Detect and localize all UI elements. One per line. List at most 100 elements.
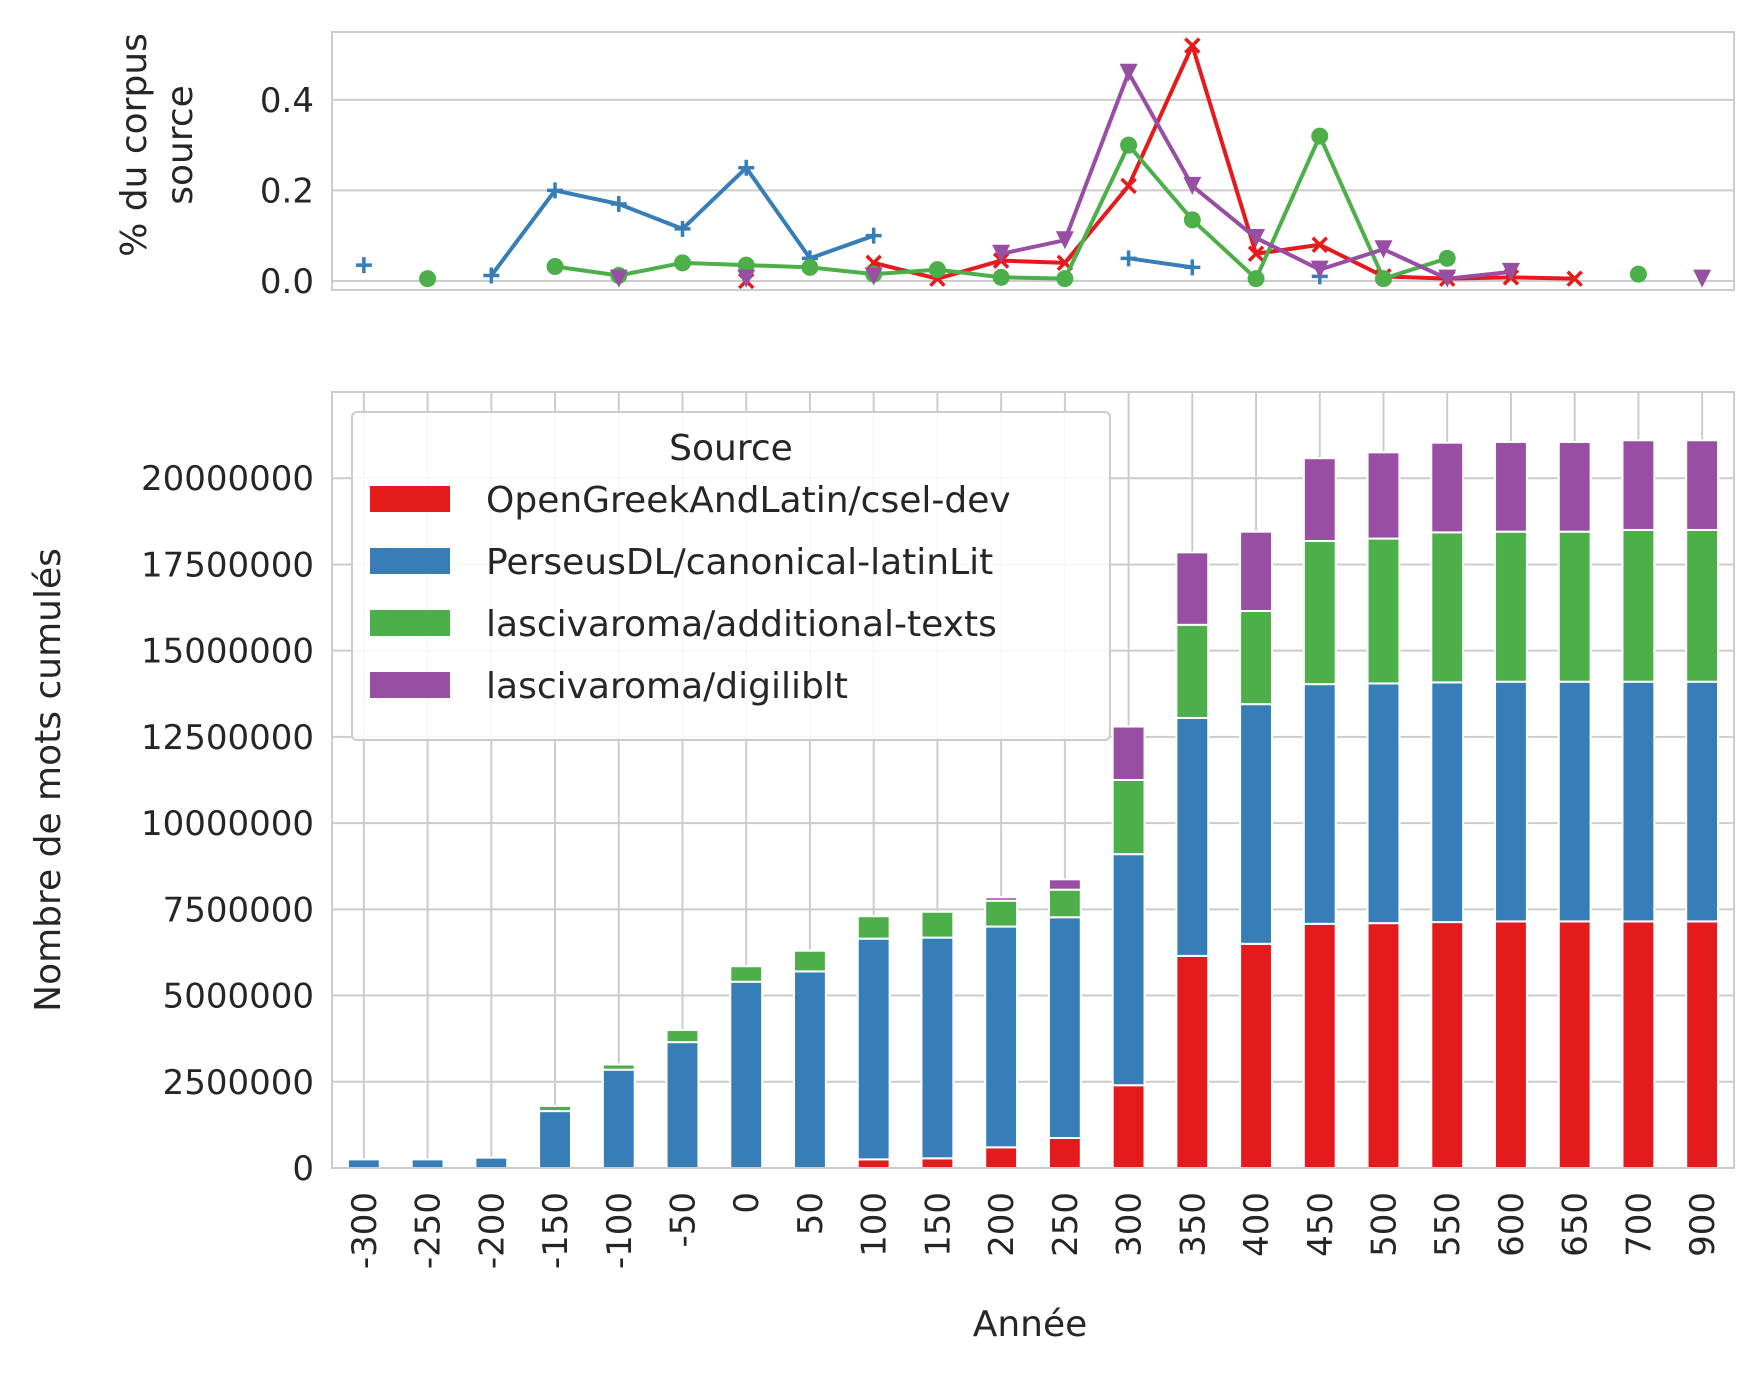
bar-segment [1621, 920, 1656, 1169]
data-point [1311, 236, 1329, 253]
top-y-tick-label: 0.4 [260, 81, 314, 121]
bottom-y-tick-label: 10000000 [141, 804, 314, 844]
bottom-x-tick-label: 200 [982, 1192, 1022, 1257]
top-y-tick-label: 0.0 [260, 262, 314, 302]
legend-items: OpenGreekAndLatin/csel-dev PerseusDL/cano… [370, 480, 1011, 707]
top-y-tick-labels: 0.0 0.2 0.4 [260, 81, 314, 302]
bottom-x-tick-label: 100 [855, 1192, 895, 1257]
line-series-2 [355, 159, 1328, 285]
bar-segment [1175, 954, 1210, 1169]
legend-entry-label: PerseusDL/canonical-latinLit [486, 542, 993, 583]
bar-segment [665, 1029, 700, 1044]
data-point [738, 159, 755, 176]
data-point [1056, 270, 1074, 288]
bar-segment [1047, 878, 1082, 891]
bottom-y-tick-labels: 0 2500000 5000000 7500000 10000000 12500000 15… [141, 459, 314, 1189]
bar-segment [1557, 680, 1592, 923]
bar-segment [729, 965, 764, 983]
bar-segment [665, 1041, 700, 1170]
legend-swatch [370, 486, 450, 512]
bottom-x-tick-label: -150 [536, 1192, 576, 1269]
bar-segment [410, 1158, 445, 1170]
top-line-chart: 0.0 0.2 0.4 % du corpus source [114, 31, 1735, 302]
data-point [610, 196, 627, 212]
bar-segment [1111, 853, 1146, 1087]
bar-segment [1111, 1084, 1146, 1170]
bottom-x-tick-labels: -300 -250 -200 -150 -100 -50 0 50 100 150 200 250 30… [345, 1192, 1723, 1269]
bottom-y-tick-label: 12500000 [141, 718, 314, 758]
bar-segment [1557, 530, 1592, 683]
bar-segment [1366, 682, 1401, 925]
data-point [1566, 270, 1583, 287]
legend-box [351, 411, 1111, 741]
bar-segment [1430, 531, 1465, 684]
bar-segment [538, 1110, 572, 1170]
bottom-y-tick-label: 5000000 [163, 977, 314, 1017]
bar-segment [1239, 610, 1273, 706]
data-point [1120, 250, 1137, 267]
top-y-axis-label-line-2: source [160, 85, 201, 205]
bottom-x-tick-label: 900 [1683, 1192, 1723, 1257]
bottom-x-tick-label: 600 [1492, 1192, 1532, 1257]
data-point [1438, 269, 1457, 288]
bottom-y-axis-label: Nombre de mots cumulés [28, 548, 69, 1012]
data-point [1375, 270, 1392, 288]
bar-segment [1175, 716, 1210, 957]
bar-segment [1621, 439, 1656, 531]
bottom-x-tick-label: 400 [1237, 1192, 1277, 1257]
bar-segment [346, 1158, 381, 1170]
bar-segment [1494, 530, 1528, 683]
bar-segment [1047, 916, 1082, 1139]
bar-segment [1685, 920, 1720, 1169]
legend: Source OpenGreekAndLatin/csel-dev Perseus… [351, 411, 1111, 741]
data-point [355, 257, 372, 274]
data-point [992, 268, 1010, 286]
bar-segment [856, 1158, 891, 1170]
bar-segment [793, 949, 827, 973]
bar-segment [1302, 457, 1337, 542]
bottom-x-tick-label: -50 [664, 1192, 704, 1248]
data-point [1310, 260, 1329, 279]
data-point [801, 258, 819, 276]
bar-segment [1621, 680, 1656, 923]
bar-segment [1557, 441, 1592, 533]
bar-segment [601, 1068, 636, 1169]
bar-segment [920, 910, 955, 939]
bottom-x-tick-label: -250 [409, 1192, 449, 1269]
bottom-x-tick-label: -100 [600, 1192, 640, 1269]
bar-segment [856, 937, 891, 1161]
bar-segment [1430, 681, 1465, 924]
data-point [419, 270, 437, 288]
bar-segment [1366, 922, 1401, 1170]
data-point [1374, 240, 1393, 259]
data-point [1183, 176, 1202, 195]
data-point [1119, 63, 1138, 82]
data-point [546, 257, 564, 275]
data-point [483, 267, 500, 284]
bar-segment [1111, 779, 1146, 856]
data-point [1438, 249, 1456, 267]
legend-entry-label: OpenGreekAndLatin/csel-dev [486, 480, 1011, 521]
bar-segment [538, 1104, 572, 1113]
legend-swatch [370, 672, 450, 698]
bar-segment [1494, 680, 1528, 923]
bottom-y-tick-label: 2500000 [163, 1063, 314, 1103]
bar-segment [1302, 922, 1337, 1169]
bar-segment [984, 1146, 1019, 1169]
bar-segment [1685, 528, 1720, 683]
bottom-y-tick-label: 0 [292, 1149, 314, 1189]
bottom-y-tick-label: 17500000 [141, 545, 314, 585]
data-point [865, 227, 882, 244]
data-point [1055, 231, 1074, 250]
top-y-tick-label: 0.2 [260, 171, 314, 211]
legend-title: Source [669, 428, 793, 469]
data-point [1247, 228, 1266, 247]
data-point [674, 220, 691, 237]
data-point [737, 256, 755, 274]
bottom-x-tick-label: 500 [1365, 1192, 1405, 1257]
bar-segment [1366, 451, 1401, 540]
bar-segment [920, 936, 955, 1160]
legend-entry-label: lascivaroma/additional-texts [486, 604, 997, 645]
bar-segment [1239, 530, 1273, 613]
data-point [928, 261, 946, 279]
